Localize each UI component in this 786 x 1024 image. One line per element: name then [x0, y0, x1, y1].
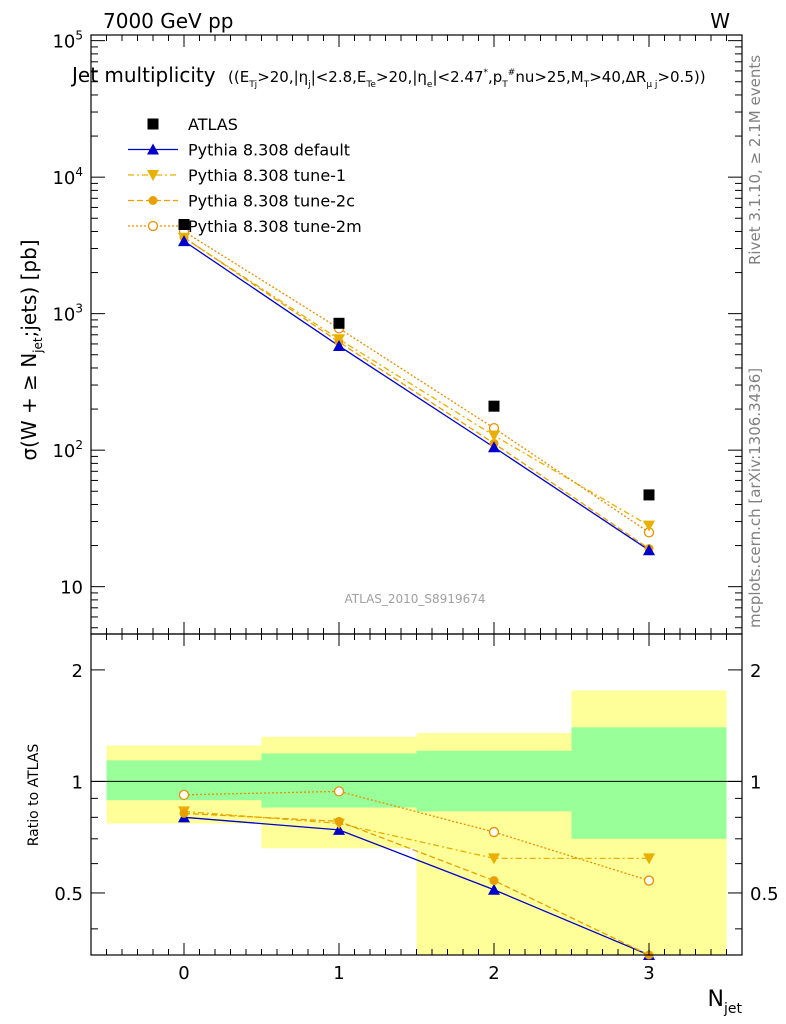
ratio-y-tick-label-right: 1 — [750, 772, 761, 793]
legend-label: ATLAS — [188, 115, 238, 134]
ratio-line — [183, 816, 650, 956]
y-axis-label-main: σ(W + ≥ Njet​;jets) [pb] — [17, 239, 45, 460]
series-line — [183, 240, 650, 551]
y-tick-label: 10 — [60, 578, 83, 599]
legend-label: Pythia 8.308 default — [188, 141, 350, 160]
series-line — [183, 236, 650, 550]
ratio-y-tick-label: 2 — [72, 661, 83, 682]
legend-label: Pythia 8.308 tune-1 — [188, 166, 346, 185]
legend-label: Pythia 8.308 tune-2m — [188, 217, 362, 236]
ratio-line — [183, 812, 650, 956]
ratio-y-tick-label-right: 0.5 — [750, 884, 779, 905]
ratio-point — [643, 853, 655, 865]
ratio-y-tick-label-right: 2 — [750, 661, 761, 682]
ratio-point — [333, 786, 345, 797]
x-tick-label: 0 — [178, 963, 189, 984]
x-axis-label: Njet​ — [708, 987, 743, 1017]
y-tick-label: 104 — [52, 165, 83, 189]
atlas-data-point — [333, 317, 345, 329]
legend-marker — [147, 118, 159, 130]
atlas-data-point — [488, 400, 500, 412]
legend-marker — [147, 220, 159, 232]
mc-data-point — [488, 441, 500, 453]
ratio-point — [488, 883, 500, 895]
legend: ATLAS Pythia 8.308 default Pythia 8.308 tu… — [128, 115, 362, 236]
y-tick-label: 102 — [52, 438, 83, 462]
plot-title-cuts: ((ETj​>20,|ηj​|<2.8,ETe​>20,|ηe​|<2.47*​… — [228, 68, 706, 90]
legend-label: Pythia 8.308 tune-2c — [188, 192, 355, 211]
legend-marker — [148, 196, 158, 205]
mc-data-point — [333, 334, 345, 346]
ratio-point — [178, 789, 190, 800]
ratio-line — [183, 790, 650, 882]
mc-data-point — [643, 520, 655, 532]
x-tick-label: 3 — [643, 963, 654, 984]
header-process-label: W — [710, 9, 730, 33]
ratio-point — [643, 875, 655, 886]
ratio-point — [488, 853, 500, 865]
series-line — [183, 237, 650, 527]
ratio-y-tick-label: 1 — [72, 772, 83, 793]
atlas-data-point — [643, 489, 655, 501]
x-tick-label: 2 — [488, 963, 499, 984]
ratio-y-tick-label: 0.5 — [54, 884, 83, 905]
legend-marker — [147, 143, 159, 155]
y-axis-label-ratio: Ratio to ATLAS — [26, 744, 42, 847]
mc-data-point — [488, 430, 500, 442]
main-panel: 10 102 103 104 105 — [52, 29, 743, 635]
mc-data-point — [333, 339, 345, 351]
inner-uncertainty-band — [571, 727, 727, 839]
series-line — [183, 230, 650, 533]
legend-marker — [147, 170, 159, 181]
header-energy-label: 7000 GeV pp — [103, 9, 234, 33]
analysis-watermark: ATLAS_2010_S8919674 — [345, 592, 486, 606]
ratio-point — [488, 826, 500, 838]
inner-uncertainty-band — [261, 753, 417, 808]
y-tick-label: 105 — [52, 29, 83, 53]
ratio-panel: 0 1 2 3 0.5 0.5 1 1 2 2 — [54, 633, 779, 984]
ratio-point — [489, 876, 499, 886]
ratio-point — [179, 808, 189, 818]
y-tick-label: 103 — [52, 302, 83, 326]
mcplots-reference-label: mcplots.cern.ch [arXiv:1306.3436] — [746, 368, 764, 628]
plot-title: Jet multiplicity — [70, 63, 216, 87]
ratio-line — [183, 810, 649, 859]
rivet-version-label: Rivet 3.1.10, ≥ 2.1M events — [746, 55, 764, 265]
atlas-data-point — [178, 218, 190, 230]
ratio-point — [334, 816, 344, 826]
x-tick-label: 1 — [333, 963, 344, 984]
mc-data-point — [643, 544, 655, 556]
mc-data-point — [178, 235, 190, 247]
